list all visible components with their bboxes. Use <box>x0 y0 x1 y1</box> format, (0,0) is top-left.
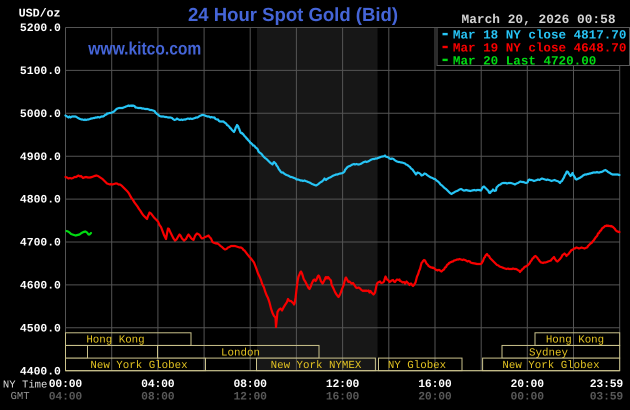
svg-text:Mar 18 NY close 4817.70: Mar 18 NY close 4817.70 <box>453 29 627 43</box>
svg-text:4700.0: 4700.0 <box>20 238 61 250</box>
svg-text:4600.0: 4600.0 <box>20 281 61 293</box>
svg-text:04:00: 04:00 <box>49 391 83 403</box>
svg-text:Sydney: Sydney <box>529 347 568 359</box>
svg-text:00:00: 00:00 <box>49 379 83 391</box>
svg-text:4400.0: 4400.0 <box>20 366 61 378</box>
svg-text:4900.0: 4900.0 <box>20 152 61 164</box>
svg-text:Mar 20 Last 4720.00: Mar 20 Last 4720.00 <box>453 54 596 68</box>
svg-text:GMT: GMT <box>11 391 30 403</box>
svg-text:16:00: 16:00 <box>418 379 452 391</box>
svg-text:00:00: 00:00 <box>511 391 545 403</box>
svg-text:4800.0: 4800.0 <box>20 195 61 207</box>
svg-text:NY Time: NY Time <box>3 379 48 391</box>
svg-text:London: London <box>221 347 260 359</box>
svg-text:NY Globex: NY Globex <box>388 360 446 372</box>
svg-text:23:59: 23:59 <box>590 379 624 391</box>
svg-text:24 Hour Spot Gold (Bid): 24 Hour Spot Gold (Bid) <box>188 5 398 26</box>
svg-text:4500.0: 4500.0 <box>20 323 61 335</box>
svg-text:08:00: 08:00 <box>141 391 175 403</box>
svg-text:New York NYMEX: New York NYMEX <box>271 360 362 372</box>
svg-text:USD/oz: USD/oz <box>19 6 61 20</box>
svg-text:Hong Kong: Hong Kong <box>86 335 144 347</box>
svg-text:5200.0: 5200.0 <box>20 23 61 35</box>
svg-text:12:00: 12:00 <box>233 391 267 403</box>
svg-text:March 20, 2026 00:58: March 20, 2026 00:58 <box>462 12 616 27</box>
svg-text:04:00: 04:00 <box>141 379 175 391</box>
svg-text:5000.0: 5000.0 <box>20 109 61 121</box>
svg-text:20:00: 20:00 <box>511 379 545 391</box>
svg-text:16:00: 16:00 <box>326 391 360 403</box>
svg-text:5100.0: 5100.0 <box>20 66 61 78</box>
svg-text:20:00: 20:00 <box>418 391 452 403</box>
svg-text:12:00: 12:00 <box>326 379 360 391</box>
svg-text:Hong Kong: Hong Kong <box>546 335 604 347</box>
svg-text:New York Globex: New York Globex <box>502 360 599 372</box>
svg-text:Mar 19 NY close 4648.70: Mar 19 NY close 4648.70 <box>453 41 627 55</box>
svg-text:03:59: 03:59 <box>590 391 624 403</box>
svg-text:New York Globex: New York Globex <box>90 360 187 372</box>
svg-text:08:00: 08:00 <box>233 379 267 391</box>
svg-text:www.kitco.com: www.kitco.com <box>87 38 201 58</box>
